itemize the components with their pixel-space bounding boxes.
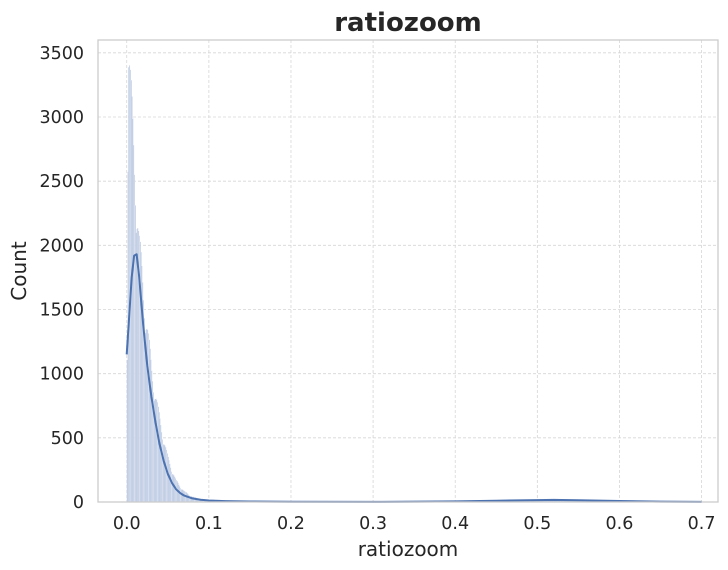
histogram-bar	[144, 332, 146, 503]
histogram-bar	[180, 489, 182, 503]
histogram-bar	[134, 205, 136, 503]
y-tick-label: 3500	[39, 44, 84, 64]
histogram-bar	[157, 402, 159, 503]
histogram-bar	[170, 467, 172, 503]
y-axis-label: Count	[7, 241, 31, 301]
x-tick-label: 0.7	[688, 514, 716, 534]
histogram-bar	[171, 473, 173, 503]
histogram-bar	[150, 359, 152, 503]
y-tick-label: 3000	[39, 108, 84, 128]
histogram-bar	[168, 459, 170, 503]
y-tick-label: 1500	[39, 301, 84, 321]
histogram-bar	[181, 489, 183, 503]
histogram-bar	[133, 144, 135, 503]
kde-curve-layer	[125, 253, 702, 503]
y-tick-labels: 0 500 1000 1500 2000 2500 3000 3500	[39, 44, 84, 513]
histogram-bar	[550, 500, 554, 502]
y-tick-label: 500	[51, 429, 84, 449]
y-tick-label: 2000	[39, 236, 84, 256]
histogram-bar	[155, 398, 157, 503]
histogram-bar	[161, 439, 163, 503]
histogram-bar	[135, 232, 137, 503]
histogram-bar	[566, 500, 571, 502]
kde-curve	[125, 253, 702, 503]
x-tick-labels: 0.0 0.1 0.2 0.3 0.4 0.5 0.6 0.7	[113, 514, 716, 534]
histogram-bar	[520, 500, 525, 502]
histogram-bar	[173, 475, 175, 503]
histogram-bar	[136, 228, 138, 503]
histogram-bar	[132, 118, 134, 503]
histogram-bar	[147, 329, 149, 503]
histogram-bars	[126, 65, 607, 503]
x-tick-label: 0.3	[359, 514, 387, 534]
histogram-bar	[159, 418, 161, 503]
histogram-bar	[560, 500, 564, 502]
histogram-bar	[180, 488, 182, 503]
histogram-bar	[158, 412, 160, 503]
histogram-bar	[165, 447, 167, 503]
histogram-bar	[169, 463, 171, 503]
histogram-bar	[547, 500, 551, 502]
histogram-bar	[167, 456, 169, 503]
histogram-bar	[563, 500, 567, 502]
x-tick-label: 0.2	[277, 514, 305, 534]
histogram-bar	[131, 96, 133, 503]
histogram-bar	[156, 399, 158, 503]
histogram-bar	[553, 500, 558, 502]
histogram-bar	[557, 500, 561, 502]
histogram-bar	[188, 494, 190, 503]
x-axis-label: ratiozoom	[358, 537, 459, 561]
histogram-bar	[126, 359, 128, 503]
histogram-bar	[149, 348, 151, 503]
x-tick-label: 0.6	[606, 514, 634, 534]
y-tick-label: 1000	[39, 365, 84, 385]
histogram-bar	[134, 174, 136, 503]
x-tick-label: 0.0	[113, 514, 141, 534]
plot-frame	[97, 39, 719, 503]
histogram-bar	[164, 445, 166, 503]
histogram-bar	[171, 471, 172, 503]
histogram-bar	[162, 444, 164, 503]
chart-title: ratiozoom	[334, 8, 482, 38]
histogram-bar	[166, 449, 168, 503]
y-tick-label: 2500	[39, 172, 84, 192]
histogram-bar	[543, 500, 548, 502]
histogram-bar	[160, 424, 162, 503]
histogram-bar	[161, 432, 163, 503]
histogram-bar	[128, 67, 130, 503]
histogram-bar	[179, 486, 181, 503]
histogram-bar	[166, 453, 168, 503]
histogram-bar	[129, 65, 131, 503]
x-tick-label: 0.1	[195, 514, 223, 534]
histogram-bar	[570, 500, 574, 502]
histogram-bar	[163, 444, 165, 503]
y-tick-label: 0	[73, 493, 84, 513]
histogram-bar	[157, 406, 159, 503]
histogram-bar	[148, 339, 150, 503]
histogram-bar	[540, 500, 544, 502]
x-tick-label: 0.5	[523, 514, 551, 534]
histogram-bar	[172, 474, 174, 503]
histogram-bar	[148, 333, 149, 503]
grid-lines	[98, 40, 718, 503]
x-tick-label: 0.4	[441, 514, 469, 534]
